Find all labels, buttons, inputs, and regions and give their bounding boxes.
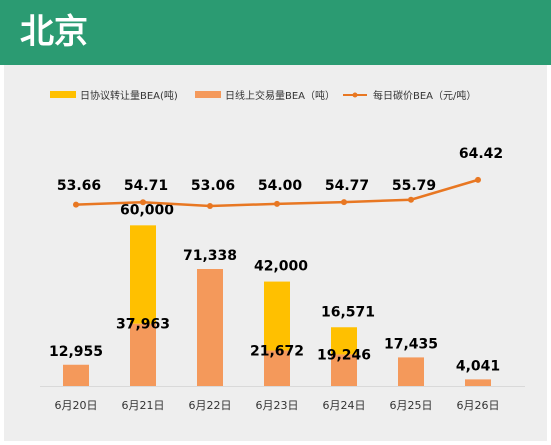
price-point-2 <box>207 203 213 209</box>
price-point-1 <box>140 199 146 206</box>
price-point-0 <box>73 201 79 208</box>
bar-online-0 <box>63 364 89 386</box>
label-online-5: 17,435 <box>384 336 438 352</box>
bar-online-5 <box>398 357 424 386</box>
bar-online-6 <box>465 379 491 386</box>
x-tick-1: 6月21日 <box>122 399 165 412</box>
x-tick-2: 6月22日 <box>189 399 232 412</box>
label-online-4: 19,246 <box>317 347 371 363</box>
x-tick-3: 6月23日 <box>256 399 299 412</box>
bar-agreement-1 <box>130 225 156 324</box>
label-online-3: 21,672 <box>250 343 304 359</box>
price-label-4: 54.77 <box>325 178 369 194</box>
price-point-3 <box>274 200 280 207</box>
label-agreement-4: 16,571 <box>321 304 375 320</box>
page-title: 北京 <box>20 12 88 52</box>
bar-agreement-3 <box>264 281 290 351</box>
header-bar: 北京 <box>0 0 551 65</box>
legend-swatch-1 <box>195 91 221 98</box>
label-agreement-3: 42,000 <box>254 259 308 275</box>
price-label-3: 54.00 <box>258 178 303 194</box>
price-point-5 <box>408 196 414 203</box>
label-agreement-1: 60,000 <box>120 202 174 218</box>
legend-label-0: 日协议转让量BEA(吨) <box>80 89 178 102</box>
label-online-1: 37,963 <box>116 317 170 333</box>
price-label-6: 64.42 <box>459 146 503 162</box>
price-label-0: 53.66 <box>57 178 101 194</box>
legend-swatch-0 <box>50 91 76 98</box>
legend-marker-2 <box>352 92 358 98</box>
price-point-6 <box>475 176 481 183</box>
x-tick-0: 6月20日 <box>55 399 98 412</box>
bar-online-3 <box>264 350 290 386</box>
bar-online-1 <box>130 323 156 386</box>
legend-label-2: 每日碳价BEA（元/吨） <box>373 89 476 102</box>
price-label-5: 55.79 <box>392 178 436 194</box>
price-point-4 <box>341 199 347 206</box>
label-online-0: 12,955 <box>49 344 103 360</box>
label-online-6: 4,041 <box>456 358 500 374</box>
price-label-2: 53.06 <box>191 178 235 194</box>
legend-label-1: 日线上交易量BEA（吨） <box>225 89 335 102</box>
bar-agreement-4 <box>331 327 357 355</box>
x-tick-6: 6月26日 <box>457 399 500 412</box>
x-tick-5: 6月25日 <box>390 399 433 412</box>
bar-online-4 <box>331 354 357 386</box>
x-tick-4: 6月24日 <box>323 399 366 412</box>
price-label-1: 54.71 <box>124 178 168 194</box>
bar-online-2 <box>197 269 223 386</box>
label-online-2: 71,338 <box>183 248 237 264</box>
